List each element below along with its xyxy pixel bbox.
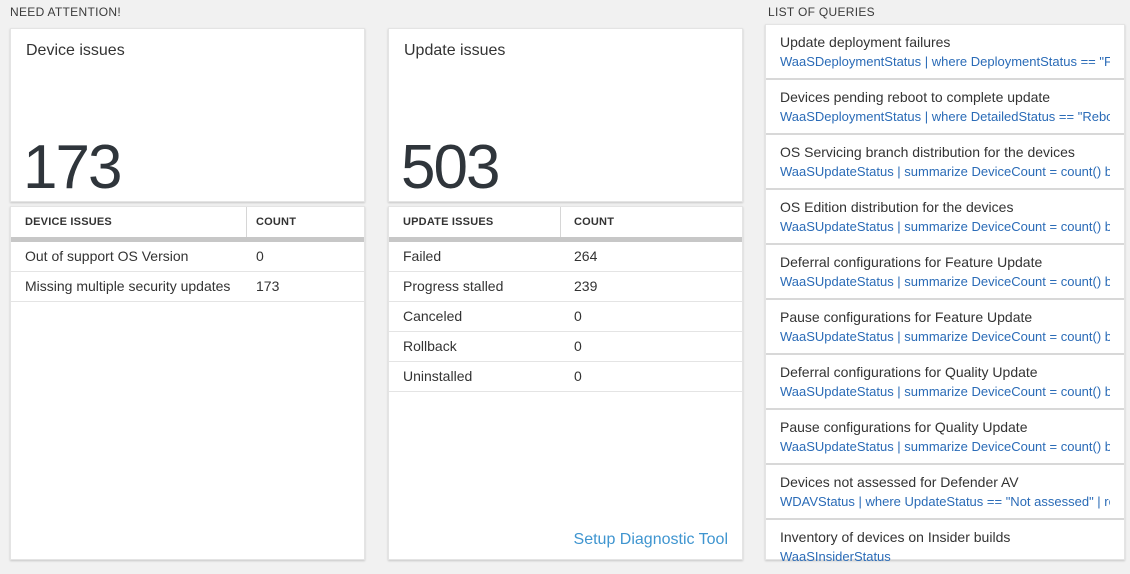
query-title: Pause configurations for Quality Update: [780, 419, 1028, 435]
row-count: 0: [574, 308, 582, 324]
table-row[interactable]: Out of support OS Version 0: [11, 242, 364, 272]
query-title: Pause configurations for Feature Update: [780, 309, 1033, 325]
query-item-devices-pending-reboot[interactable]: Devices pending reboot to complete updat…: [766, 78, 1124, 133]
column-divider: [560, 207, 561, 237]
need-attention-section-title: NEED ATTENTION!: [10, 5, 121, 19]
query-code: WaaSUpdateStatus | summarize DeviceCount…: [780, 219, 1110, 234]
query-title: Deferral configurations for Quality Upda…: [780, 364, 1038, 380]
list-of-queries-section-title: LIST OF QUERIES: [768, 5, 875, 19]
row-count: 0: [256, 248, 264, 264]
update-issues-tile-title: Update issues: [404, 42, 506, 59]
update-issues-count: 503: [401, 133, 500, 202]
query-item-os-servicing-branch[interactable]: OS Servicing branch distribution for the…: [766, 133, 1124, 188]
query-code: WaaSUpdateStatus | summarize DeviceCount…: [780, 274, 1110, 289]
query-title: OS Servicing branch distribution for the…: [780, 144, 1075, 160]
row-label: Progress stalled: [403, 278, 504, 294]
row-count: 239: [574, 278, 598, 294]
count-column-header: COUNT: [256, 216, 297, 228]
device-issues-table-header: DEVICE ISSUES COUNT: [11, 207, 364, 237]
query-title: OS Edition distribution for the devices: [780, 199, 1014, 215]
query-title: Devices pending reboot to complete updat…: [780, 89, 1051, 105]
row-count: 264: [574, 248, 598, 264]
device-issues-tile-title: Device issues: [26, 42, 125, 59]
table-row[interactable]: Missing multiple security updates 173: [11, 272, 364, 302]
query-item-deferral-feature-update[interactable]: Deferral configurations for Feature Upda…: [766, 243, 1124, 298]
update-issues-table: UPDATE ISSUES COUNT Failed 264 Progress …: [388, 206, 743, 560]
query-item-insider-builds-inventory[interactable]: Inventory of devices on Insider builds W…: [766, 518, 1124, 573]
table-header-bar: [389, 237, 742, 242]
query-code: WaaSInsiderStatus: [780, 549, 891, 564]
table-row[interactable]: Progress stalled 239: [389, 272, 742, 302]
device-issues-table: DEVICE ISSUES COUNT Out of support OS Ve…: [10, 206, 365, 560]
row-label: Canceled: [403, 308, 463, 324]
count-column-header: COUNT: [574, 216, 615, 228]
query-item-pause-feature-update[interactable]: Pause configurations for Feature Update …: [766, 298, 1124, 353]
table-header-bar: [11, 237, 364, 242]
query-title: Update deployment failures: [780, 34, 951, 50]
device-issues-count: 173: [23, 133, 122, 202]
column-divider: [246, 207, 247, 237]
query-code: WaaSDeploymentStatus | where DeploymentS…: [780, 54, 1110, 69]
update-issues-tile[interactable]: Update issues 503: [388, 28, 743, 202]
row-count: 173: [256, 278, 280, 294]
query-title: Deferral configurations for Feature Upda…: [780, 254, 1043, 270]
row-label: Out of support OS Version: [25, 248, 189, 264]
query-item-devices-not-assessed-defender[interactable]: Devices not assessed for Defender AV WDA…: [766, 463, 1124, 518]
device-issues-column-header: DEVICE ISSUES: [25, 216, 112, 228]
table-row[interactable]: Failed 264: [389, 242, 742, 272]
row-label: Failed: [403, 248, 442, 264]
query-item-update-deployment-failures[interactable]: Update deployment failures WaaSDeploymen…: [766, 25, 1124, 78]
query-code: WaaSUpdateStatus | summarize DeviceCount…: [780, 384, 1110, 399]
query-code: WaaSUpdateStatus | summarize DeviceCount…: [780, 439, 1110, 454]
query-code: WaaSDeploymentStatus | where DetailedSta…: [780, 109, 1110, 124]
row-count: 0: [574, 338, 582, 354]
setup-diagnostic-tool-link[interactable]: Setup Diagnostic Tool: [573, 531, 728, 548]
table-row[interactable]: Uninstalled 0: [389, 362, 742, 392]
device-issues-tile[interactable]: Device issues 173: [10, 28, 365, 202]
table-row[interactable]: Canceled 0: [389, 302, 742, 332]
row-label: Uninstalled: [403, 368, 473, 384]
table-row[interactable]: Rollback 0: [389, 332, 742, 362]
update-issues-column-header: UPDATE ISSUES: [403, 216, 494, 228]
row-label: Missing multiple security updates: [25, 278, 231, 294]
row-count: 0: [574, 368, 582, 384]
query-code: WaaSUpdateStatus | summarize DeviceCount…: [780, 164, 1110, 179]
update-issues-table-header: UPDATE ISSUES COUNT: [389, 207, 742, 237]
query-item-pause-quality-update[interactable]: Pause configurations for Quality Update …: [766, 408, 1124, 463]
query-code: WaaSUpdateStatus | summarize DeviceCount…: [780, 329, 1110, 344]
query-title: Inventory of devices on Insider builds: [780, 529, 1011, 545]
row-label: Rollback: [403, 338, 457, 354]
query-title: Devices not assessed for Defender AV: [780, 474, 1019, 490]
list-of-queries-panel: Update deployment failures WaaSDeploymen…: [765, 24, 1125, 564]
query-item-os-edition-distribution[interactable]: OS Edition distribution for the devices …: [766, 188, 1124, 243]
query-code: WDAVStatus | where UpdateStatus == "Not …: [780, 494, 1110, 509]
query-item-deferral-quality-update[interactable]: Deferral configurations for Quality Upda…: [766, 353, 1124, 408]
